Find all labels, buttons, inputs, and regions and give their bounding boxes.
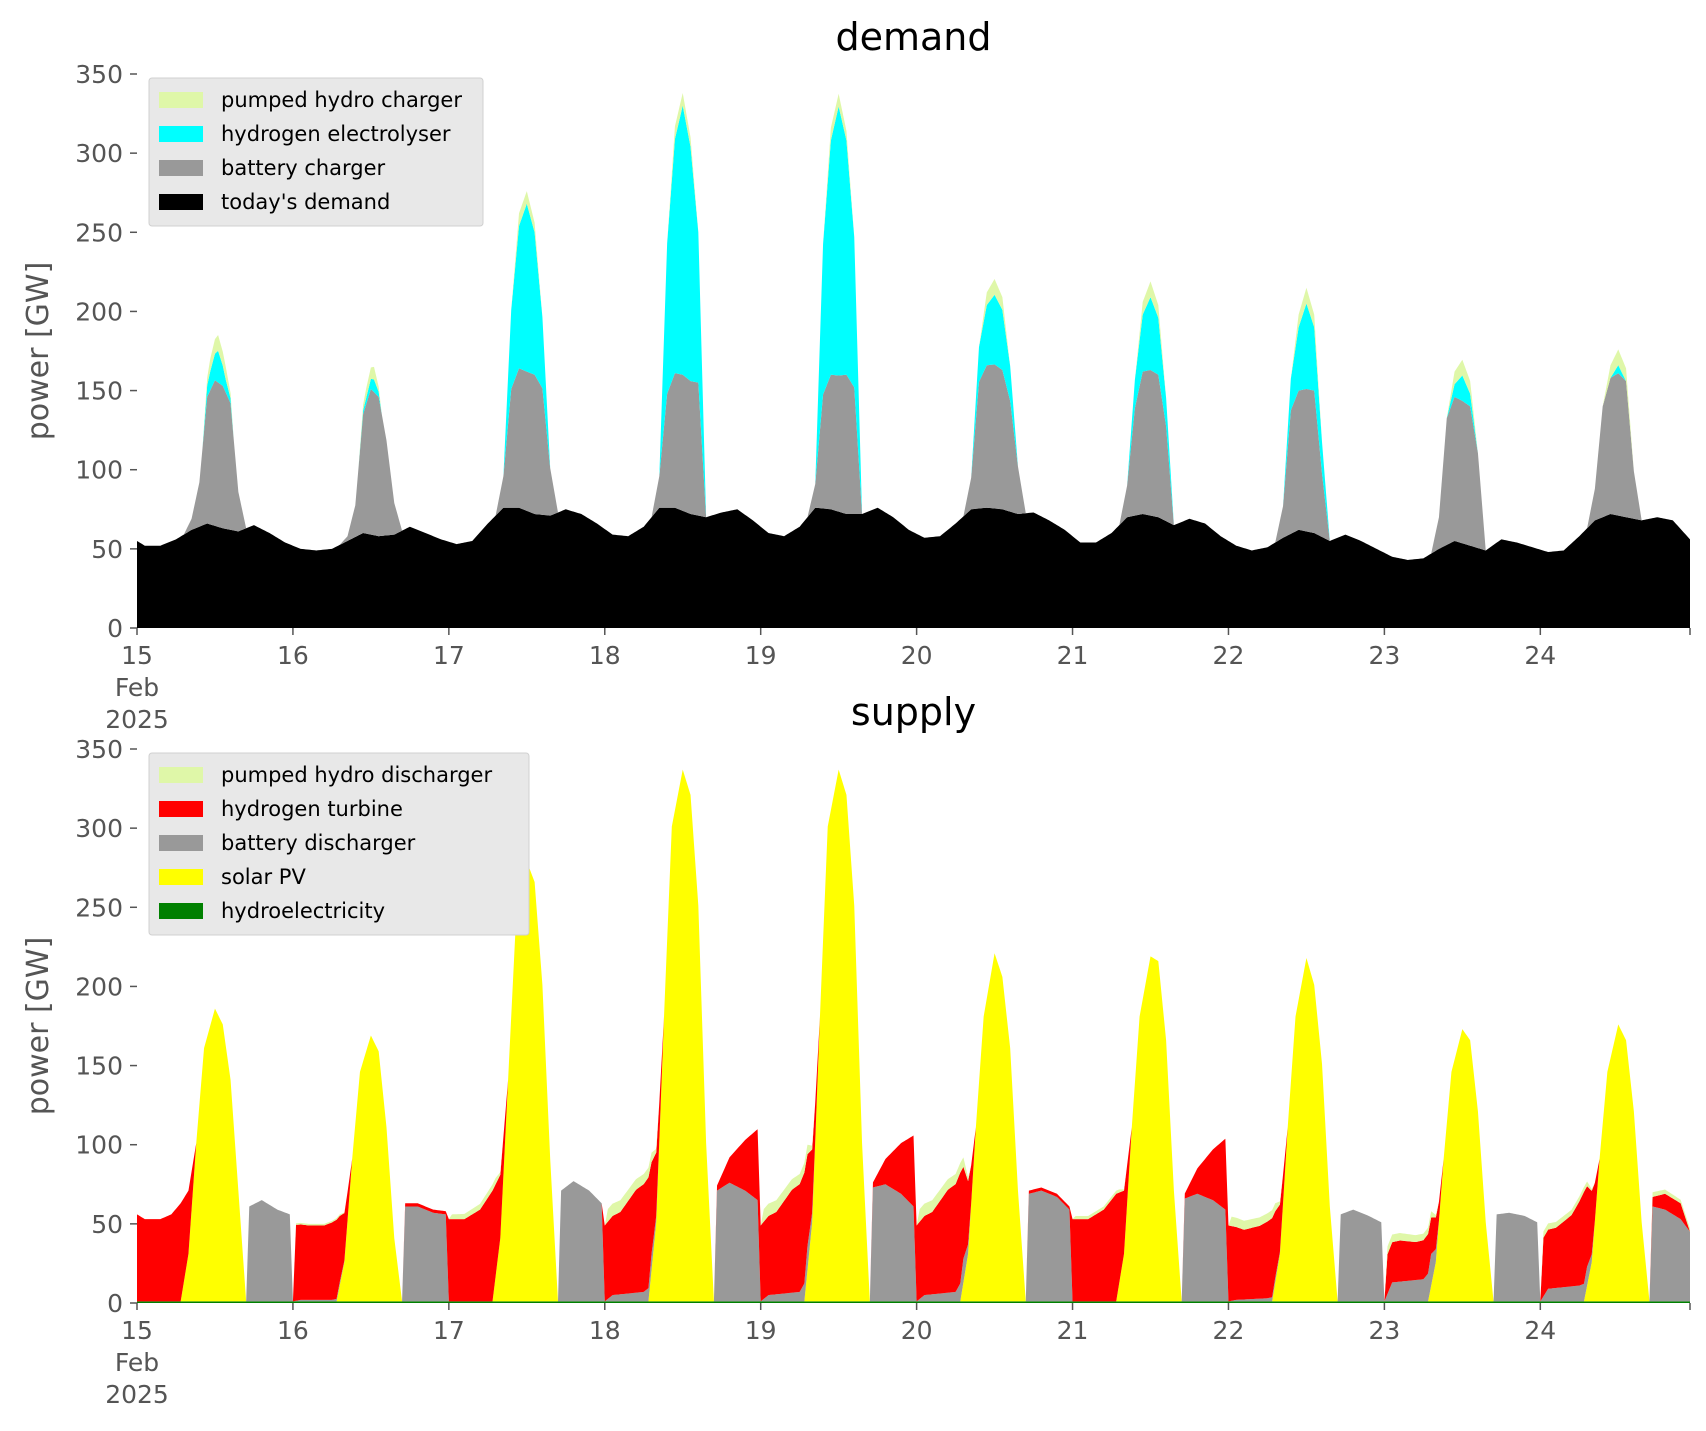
legend-swatch <box>159 801 203 817</box>
legend-swatch <box>159 92 203 108</box>
x-tick-label: 2025 <box>105 705 169 734</box>
legend-swatch <box>159 126 203 142</box>
legend-label: hydroelectricity <box>221 899 385 923</box>
y-tick-label: 100 <box>75 1131 123 1160</box>
demand-chart: demand power [GW] 0 50 100 150 200 250 300 350 1… <box>21 15 1691 734</box>
area-hydrogen-electrolyser <box>137 105 1690 560</box>
area-layer <box>137 92 1690 628</box>
legend-swatch <box>159 869 203 885</box>
y-tick-label: 350 <box>75 735 123 764</box>
x-tick-label: 22 <box>1213 1316 1245 1345</box>
area-battery-charger <box>137 364 1690 560</box>
chart-title: supply <box>851 690 976 734</box>
area-hydroelectricity <box>137 1301 1690 1303</box>
legend-label: battery charger <box>221 156 386 180</box>
legend-swatch <box>159 903 203 919</box>
legend-box <box>148 77 484 227</box>
legend-label: today's demand <box>221 190 390 214</box>
x-tick-label: 2025 <box>105 1380 169 1409</box>
legend: pumped hydro charger hydrogen electrolyse… <box>148 77 484 227</box>
legend-label: solar PV <box>221 865 306 889</box>
x-tick-label: 16 <box>277 1316 309 1345</box>
legend-label: hydrogen electrolyser <box>221 122 451 146</box>
x-tick-label: 18 <box>589 1316 621 1345</box>
y-tick-label: 300 <box>75 814 123 843</box>
legend-swatch <box>159 835 203 851</box>
y-tick-label: 200 <box>75 297 123 326</box>
legend-label: pumped hydro discharger <box>221 763 492 787</box>
x-tick-label: 17 <box>433 1316 465 1345</box>
y-tick-label: 300 <box>75 139 123 168</box>
legend-box <box>148 752 530 936</box>
chart-title: demand <box>835 15 991 59</box>
axes: 0 50 100 150 200 250 300 350 15 Feb 2025 16 17 18 19 20… <box>75 735 1691 1409</box>
x-tick-label: 19 <box>745 1316 777 1345</box>
legend-label: battery discharger <box>221 831 416 855</box>
y-axis-label: power [GW] <box>21 937 56 1116</box>
x-tick-label: 23 <box>1368 641 1400 670</box>
x-tick-label: 17 <box>433 641 465 670</box>
y-tick-label: 150 <box>75 1052 123 1081</box>
x-tick-label: 16 <box>277 641 309 670</box>
legend-swatch <box>159 767 203 783</box>
x-tick-label: 21 <box>1057 1316 1089 1345</box>
x-tick-label: 24 <box>1524 641 1556 670</box>
legend-label: hydrogen turbine <box>221 797 403 821</box>
x-tick-label: Feb <box>115 1348 159 1377</box>
y-tick-label: 350 <box>75 60 123 89</box>
y-axis-label: power [GW] <box>21 262 56 441</box>
y-tick-label: 200 <box>75 972 123 1001</box>
y-tick-label: 150 <box>75 377 123 406</box>
x-tick-label: 15 <box>121 641 153 670</box>
y-tick-label: 250 <box>75 218 123 247</box>
y-tick-label: 250 <box>75 893 123 922</box>
x-tick-label: 20 <box>901 1316 933 1345</box>
legend-label: pumped hydro charger <box>221 88 462 112</box>
x-tick-label: 23 <box>1368 1316 1400 1345</box>
axes: 0 50 100 150 200 250 300 350 15 Feb 2025 16 17 18 19 20… <box>75 60 1691 734</box>
area-today-s-demand <box>137 507 1690 628</box>
legend-swatch <box>159 160 203 176</box>
x-tick-label: 21 <box>1057 641 1089 670</box>
area-hydrogen-turbine <box>137 769 1690 1302</box>
y-tick-label: 50 <box>91 535 123 564</box>
x-tick-label: 18 <box>589 641 621 670</box>
x-tick-label: 22 <box>1213 641 1245 670</box>
x-tick-label: 24 <box>1524 1316 1556 1345</box>
x-tick-label: 20 <box>901 641 933 670</box>
y-tick-label: 100 <box>75 456 123 485</box>
x-tick-label: Feb <box>115 673 159 702</box>
x-tick-label: 19 <box>745 641 777 670</box>
supply-chart: supply power [GW] 0 50 100 150 200 250 300 350 1… <box>21 690 1691 1409</box>
area-battery-discharger <box>137 769 1690 1302</box>
y-tick-label: 0 <box>107 1289 123 1318</box>
y-tick-label: 50 <box>91 1210 123 1239</box>
legend-swatch <box>159 194 203 210</box>
y-tick-label: 0 <box>107 614 123 643</box>
x-tick-label: 15 <box>121 1316 153 1345</box>
legend: pumped hydro discharger hydrogen turbine b… <box>148 752 530 936</box>
